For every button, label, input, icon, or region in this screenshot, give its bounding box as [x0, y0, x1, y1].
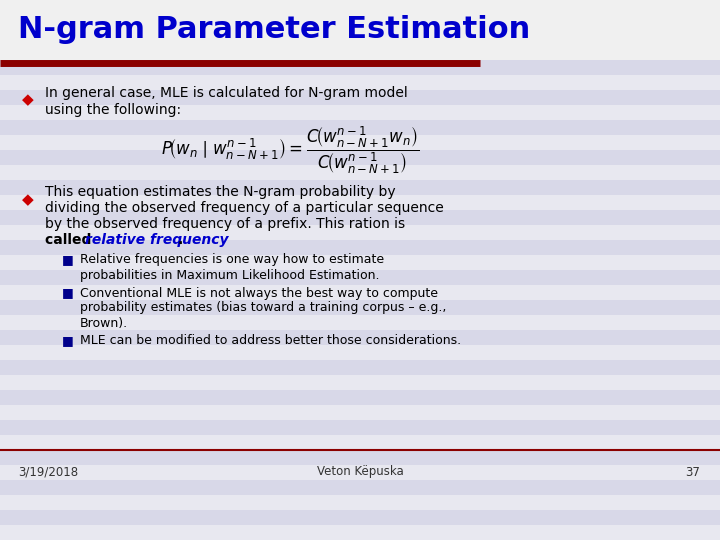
Bar — [0, 495, 720, 510]
Text: MLE can be modified to address better those considerations.: MLE can be modified to address better th… — [80, 334, 461, 348]
Bar — [0, 0, 720, 60]
Text: 3/19/2018: 3/19/2018 — [18, 465, 78, 478]
Text: using the following:: using the following: — [45, 103, 181, 117]
Text: Conventional MLE is not always the best way to compute: Conventional MLE is not always the best … — [80, 287, 438, 300]
Text: relative frequency: relative frequency — [85, 233, 228, 247]
Bar — [0, 105, 720, 120]
Bar — [0, 240, 720, 255]
Text: Veton Këpuska: Veton Këpuska — [317, 465, 403, 478]
Bar — [0, 165, 720, 180]
Bar — [0, 285, 720, 300]
Bar — [0, 255, 720, 270]
Bar — [0, 345, 720, 360]
Bar — [0, 225, 720, 240]
Bar — [0, 480, 720, 495]
Bar — [0, 405, 720, 420]
Bar — [0, 45, 720, 60]
Text: called: called — [45, 233, 96, 247]
Bar — [0, 0, 720, 15]
Text: by the observed frequency of a prefix. This ration is: by the observed frequency of a prefix. T… — [45, 217, 405, 231]
Text: ■: ■ — [62, 334, 73, 348]
Text: Relative frequencies is one way how to estimate: Relative frequencies is one way how to e… — [80, 253, 384, 267]
Text: $P\!\left(w_n \mid w_{n-N+1}^{n-1}\right)=\dfrac{C\!\left(w_{n-N+1}^{n-1}w_n\rig: $P\!\left(w_n \mid w_{n-N+1}^{n-1}\right… — [161, 124, 419, 176]
Text: probabilities in Maximum Likelihood Estimation.: probabilities in Maximum Likelihood Esti… — [80, 268, 379, 281]
Bar — [0, 15, 720, 30]
Bar — [0, 510, 720, 525]
Bar — [0, 465, 720, 480]
Bar — [0, 60, 720, 75]
Text: ◆: ◆ — [22, 92, 34, 107]
Text: N-gram Parameter Estimation: N-gram Parameter Estimation — [18, 16, 530, 44]
Text: In general case, MLE is calculated for N-gram model: In general case, MLE is calculated for N… — [45, 86, 408, 100]
Bar — [0, 525, 720, 540]
Text: dividing the observed frequency of a particular sequence: dividing the observed frequency of a par… — [45, 201, 444, 215]
Bar — [0, 150, 720, 165]
Text: 37: 37 — [685, 465, 700, 478]
Bar — [0, 30, 720, 45]
Bar — [0, 90, 720, 105]
Text: This equation estimates the N-gram probability by: This equation estimates the N-gram proba… — [45, 185, 395, 199]
Text: ■: ■ — [62, 253, 73, 267]
Bar — [0, 135, 720, 150]
Bar — [0, 120, 720, 135]
Text: ■: ■ — [62, 287, 73, 300]
Text: probability estimates (bias toward a training corpus – e.g.,: probability estimates (bias toward a tra… — [80, 301, 446, 314]
Bar — [0, 75, 720, 90]
Text: Brown).: Brown). — [80, 316, 128, 329]
Text: .: . — [178, 233, 184, 247]
Bar — [0, 180, 720, 195]
Bar — [0, 300, 720, 315]
Bar — [0, 360, 720, 375]
Bar — [0, 210, 720, 225]
Bar — [0, 315, 720, 330]
Bar — [0, 270, 720, 285]
Text: ◆: ◆ — [22, 192, 34, 207]
Bar — [0, 375, 720, 390]
Bar — [0, 420, 720, 435]
Bar — [0, 330, 720, 345]
Bar — [0, 195, 720, 210]
Bar — [0, 390, 720, 405]
Bar — [0, 435, 720, 450]
Bar — [0, 450, 720, 465]
